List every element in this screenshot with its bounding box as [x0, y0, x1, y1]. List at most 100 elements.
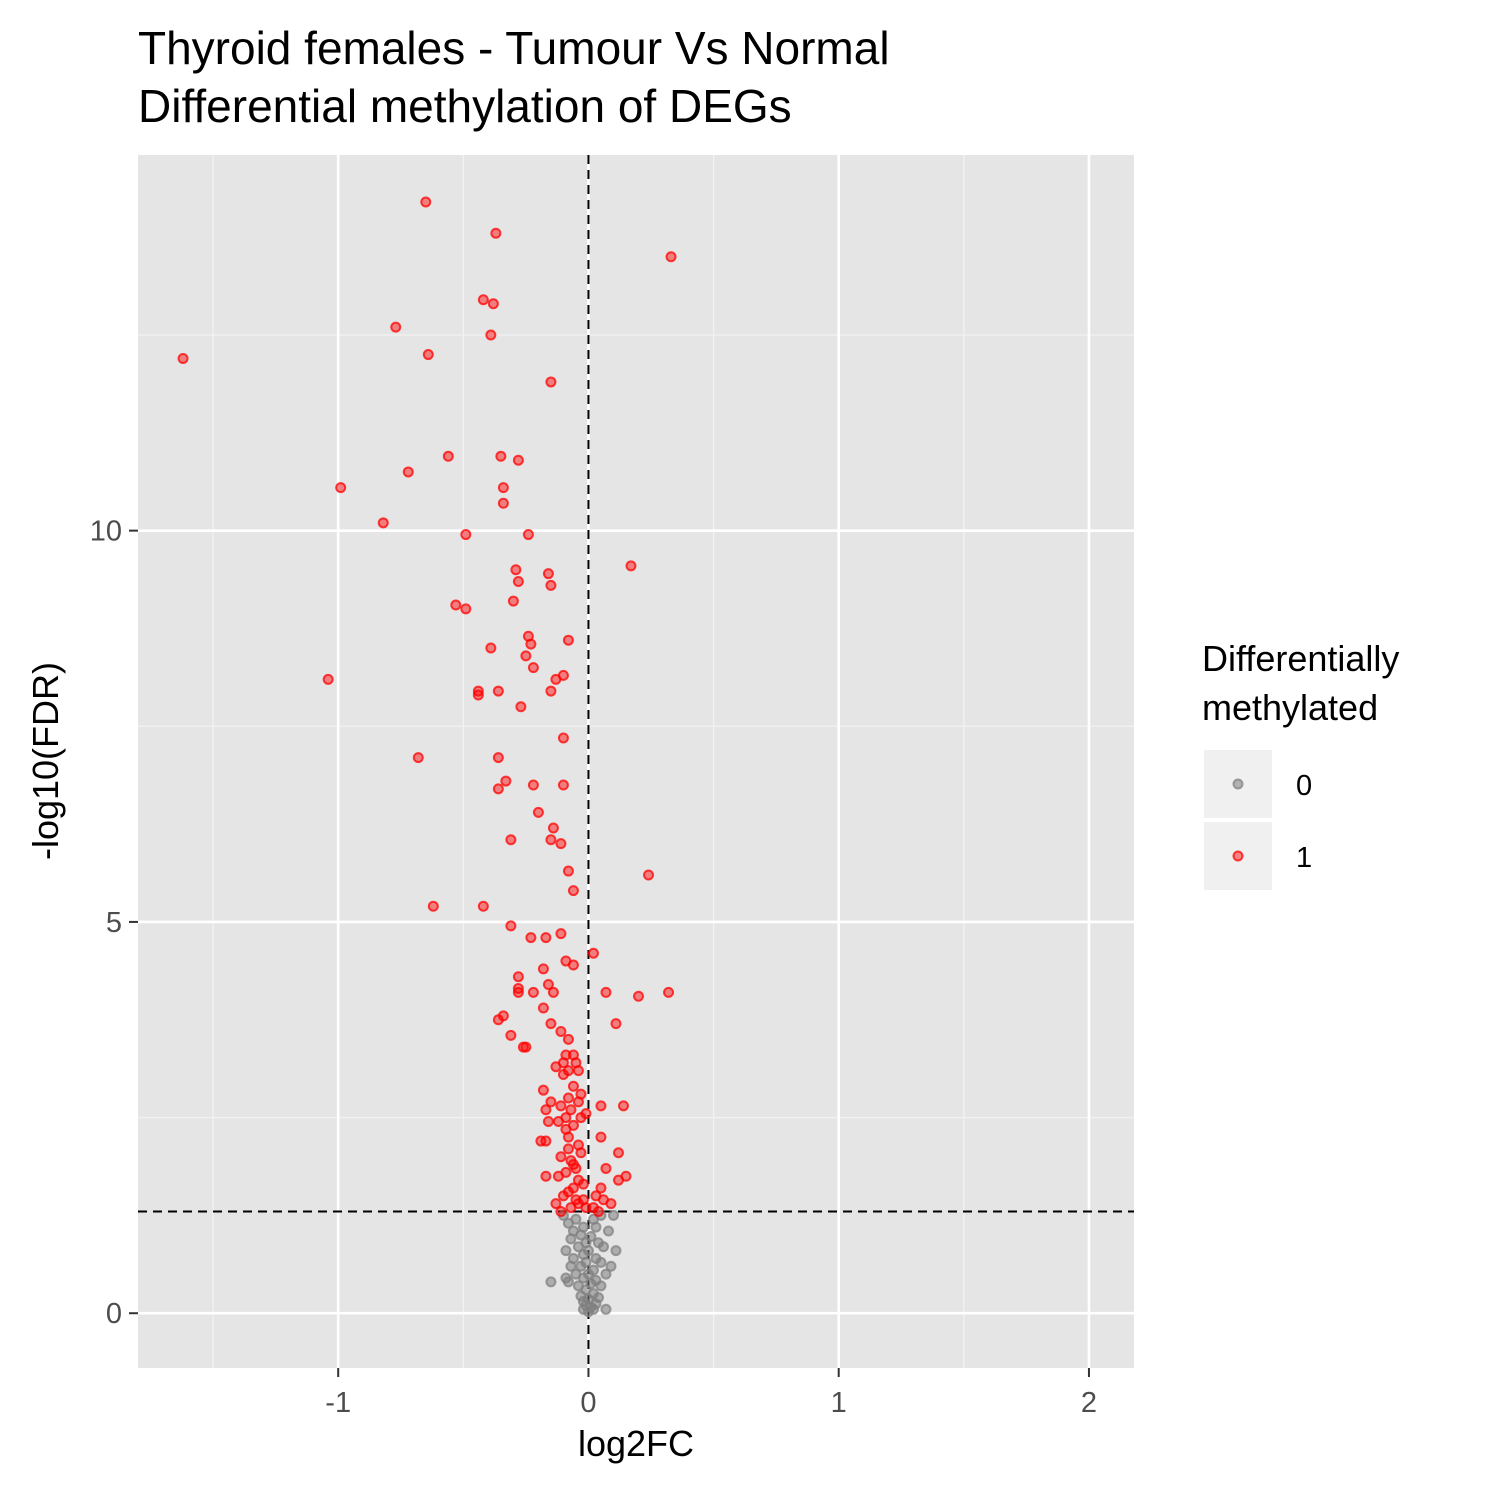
- data-point: [575, 1112, 587, 1124]
- data-point: [663, 986, 675, 998]
- data-point: [402, 466, 414, 478]
- data-point: [427, 900, 439, 912]
- data-point: [587, 947, 599, 959]
- data-point: [557, 1069, 569, 1081]
- data-point: [540, 1104, 552, 1116]
- data-point: [562, 865, 574, 877]
- data-point: [497, 482, 509, 494]
- data-point: [500, 775, 512, 787]
- data-point: [422, 349, 434, 361]
- data-point: [512, 576, 524, 588]
- y-axis: 0 5 10: [90, 516, 138, 1330]
- data-point: [322, 673, 334, 685]
- data-point: [537, 1002, 549, 1014]
- data-point: [520, 650, 532, 662]
- data-point: [580, 1202, 592, 1214]
- data-point: [575, 1147, 587, 1159]
- data-point: [550, 673, 562, 685]
- plot-panel: [138, 155, 1134, 1368]
- data-point: [610, 1018, 622, 1030]
- y-tick-label: 0: [106, 1298, 122, 1330]
- data-point: [527, 986, 539, 998]
- data-point: [460, 529, 472, 541]
- data-point: [555, 1100, 567, 1112]
- data-point: [612, 1174, 624, 1186]
- data-point: [177, 352, 189, 364]
- data-point: [335, 482, 347, 494]
- data-point: [420, 196, 432, 208]
- data-point: [570, 1162, 582, 1174]
- data-point: [607, 1209, 619, 1221]
- data-point: [665, 251, 677, 263]
- data-point: [545, 1276, 557, 1288]
- data-point: [592, 1205, 604, 1217]
- data-point: [562, 1033, 574, 1045]
- data-point: [490, 227, 502, 239]
- x-axis-title: log2FC: [578, 1423, 694, 1464]
- data-point: [492, 752, 504, 764]
- data-point: [505, 920, 517, 932]
- data-point: [542, 568, 554, 580]
- data-point: [600, 1268, 612, 1280]
- data-point: [562, 1092, 574, 1104]
- data-point: [597, 1241, 609, 1253]
- data-point: [565, 1202, 577, 1214]
- data-point: [450, 599, 462, 611]
- data-point: [512, 971, 524, 983]
- data-point: [545, 1096, 557, 1108]
- data-point: [412, 752, 424, 764]
- data-point: [520, 1041, 532, 1053]
- data-point: [557, 732, 569, 744]
- data-point: [565, 1260, 577, 1272]
- data-point: [555, 1025, 567, 1037]
- data-point: [643, 869, 655, 881]
- data-point: [545, 376, 557, 388]
- data-point: [617, 1100, 629, 1112]
- data-point: [595, 1280, 607, 1292]
- data-point: [545, 834, 557, 846]
- data-point: [507, 595, 519, 607]
- data-point: [492, 685, 504, 697]
- data-point: [625, 560, 637, 572]
- data-point: [512, 986, 524, 998]
- data-point: [545, 1018, 557, 1030]
- data-point: [377, 517, 389, 529]
- data-point: [633, 990, 645, 1002]
- data-point: [552, 1115, 564, 1127]
- data-point: [532, 806, 544, 818]
- data-point: [485, 642, 497, 654]
- legend-title-line2: methylated: [1202, 687, 1378, 728]
- legend-label-0: 0: [1296, 770, 1312, 802]
- data-point: [557, 1190, 569, 1202]
- data-point: [512, 454, 524, 466]
- data-point: [600, 1162, 612, 1174]
- points-methylated: [177, 196, 677, 1217]
- data-point: [590, 1221, 602, 1233]
- data-point: [542, 1115, 554, 1127]
- data-point: [562, 1217, 574, 1229]
- data-point: [612, 1147, 624, 1159]
- x-tick-label: -1: [325, 1387, 351, 1419]
- data-point: [582, 1306, 594, 1318]
- data-point: [555, 928, 567, 940]
- data-point: [545, 685, 557, 697]
- data-point: [505, 834, 517, 846]
- data-point: [510, 564, 522, 576]
- data-point: [525, 638, 537, 650]
- data-point: [525, 932, 537, 944]
- data-point: [577, 1272, 589, 1284]
- minor-gridlines: [138, 155, 1134, 1368]
- legend: Differentially methylated 0 1: [1202, 638, 1399, 890]
- data-point: [595, 1131, 607, 1143]
- data-point: [487, 298, 499, 310]
- data-point: [495, 450, 507, 462]
- data-point: [497, 497, 509, 509]
- data-point: [557, 779, 569, 791]
- data-point: [545, 579, 557, 591]
- data-point: [600, 1303, 612, 1315]
- data-point: [542, 979, 554, 991]
- legend-title-line1: Differentially: [1202, 638, 1399, 679]
- data-point: [515, 701, 527, 713]
- data-point: [577, 1178, 589, 1190]
